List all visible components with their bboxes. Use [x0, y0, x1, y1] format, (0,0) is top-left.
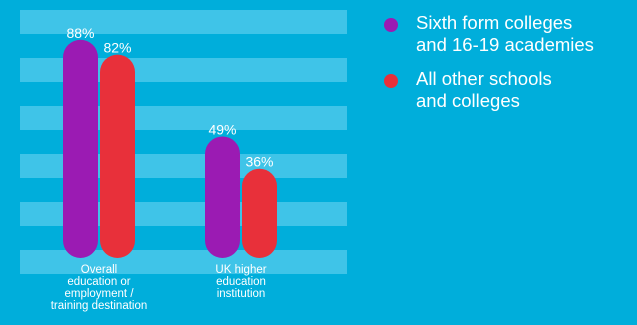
- category-label: UK higher education institution: [215, 264, 266, 300]
- value-label: 36%: [245, 154, 273, 170]
- chart-legend: Sixth form colleges and 16-19 academies …: [384, 12, 634, 124]
- legend-label-other-schools: All other schools and colleges: [416, 68, 552, 111]
- bar: [242, 168, 277, 258]
- value-label: 82%: [103, 40, 131, 56]
- legend-item-sixth-form: Sixth form colleges and 16-19 academies: [384, 12, 634, 56]
- chart-bars: [63, 39, 277, 259]
- bar: [100, 54, 135, 258]
- legend-label-sixth-form: Sixth form colleges and 16-19 academies: [416, 12, 594, 55]
- value-label: 88%: [66, 25, 94, 41]
- bar: [63, 39, 98, 259]
- bar: [205, 136, 240, 258]
- bar-chart: 88% 49% 82% 36% Overall education or employme…: [20, 10, 347, 312]
- legend-swatch-sixth-form: [384, 18, 398, 32]
- legend-swatch-other-schools: [384, 74, 398, 88]
- grid-band: [20, 10, 347, 34]
- chart-category-labels: Overall education or employment / training …: [51, 264, 267, 312]
- value-label: 49%: [208, 121, 236, 137]
- category-label: Overall education or employment / training …: [51, 264, 148, 312]
- legend-item-other-schools: All other schools and colleges: [384, 68, 634, 112]
- chart-value-labels: 88% 49% 82% 36%: [66, 25, 273, 170]
